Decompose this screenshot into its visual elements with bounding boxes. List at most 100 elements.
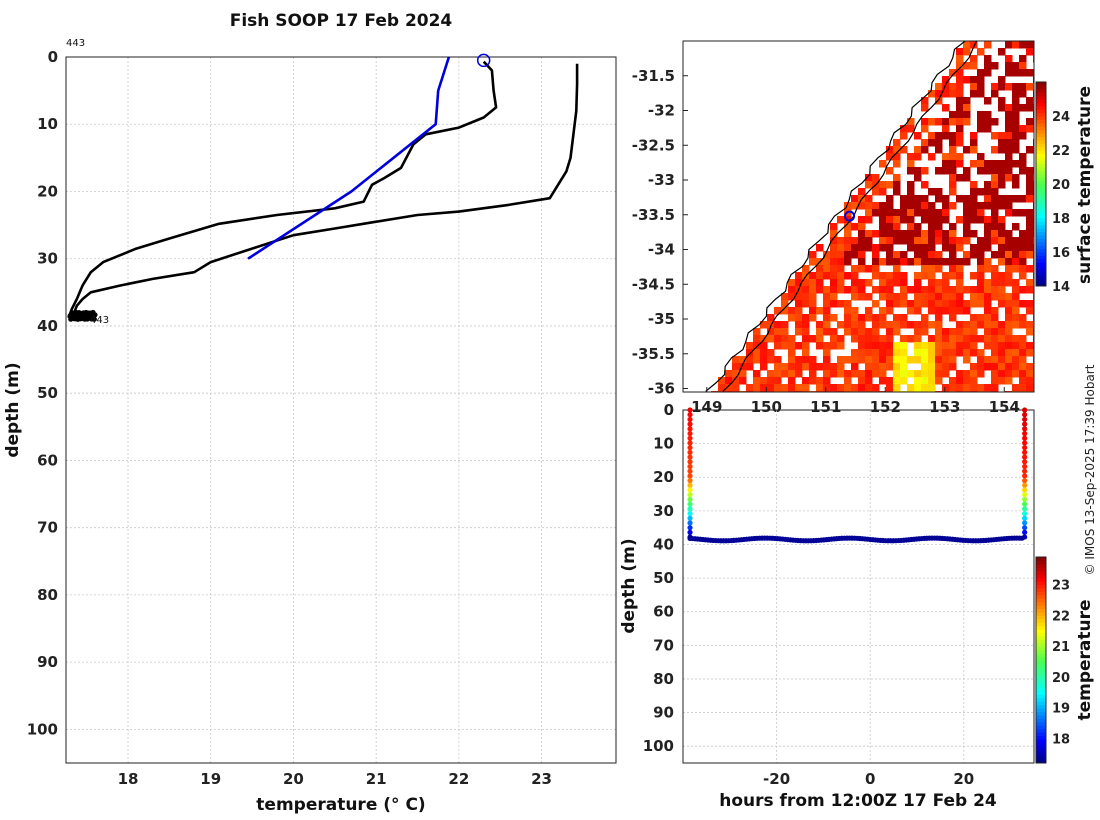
map-sst-cell (1019, 286, 1027, 294)
map-sst-cell (837, 216, 845, 224)
map-sst-cell (851, 321, 859, 329)
map-sst-cell (956, 55, 964, 63)
section-cast-point (1022, 506, 1028, 512)
map-sst-cell (921, 125, 929, 133)
map-sst-cell (928, 258, 936, 266)
map-sst-cell (844, 251, 852, 259)
map-sst-cell (900, 349, 908, 357)
map-colorbar-step (1036, 139, 1046, 144)
map-sst-cell (1026, 265, 1034, 273)
map-sst-cell (1012, 223, 1020, 231)
section-colorbar-step (1036, 666, 1046, 671)
section-colorbar-step (1036, 759, 1046, 764)
map-sst-cell (1005, 230, 1013, 238)
section-cast-point (1022, 416, 1028, 423)
map-xtick-label: 150 (751, 398, 782, 416)
section-cast-point (1022, 412, 1028, 418)
map-sst-cell (886, 279, 894, 287)
map-sst-cell (984, 216, 992, 224)
profile-ytick-label: 30 (37, 250, 58, 268)
map-sst-cell (914, 272, 922, 280)
map-sst-cell (886, 209, 894, 217)
map-sst-cell (928, 307, 936, 315)
map-sst-cell (795, 272, 803, 280)
map-xtick-label: 151 (810, 398, 841, 416)
map-sst-cell (928, 209, 936, 217)
map-sst-cell (984, 293, 992, 301)
map-sst-cell (963, 286, 971, 294)
map-sst-cell (991, 335, 999, 343)
map-sst-cell (1005, 293, 1013, 301)
map-sst-cell (900, 356, 908, 364)
profile-grid (66, 56, 616, 763)
map-sst-cell (851, 363, 859, 371)
map-sst-cell (823, 349, 831, 357)
map-colorbar-step (1036, 190, 1046, 195)
section-cast-point (1022, 421, 1028, 427)
section-colorbar-step (1036, 591, 1046, 596)
map-sst-cell (977, 76, 985, 84)
map-sst-cell (1012, 62, 1020, 70)
section-ytick-label: 80 (653, 670, 674, 688)
map-sst-cell (1012, 342, 1020, 350)
map-sst-cell (872, 230, 880, 238)
profile-start-marker (476, 53, 491, 68)
map-sst-cell (921, 181, 929, 189)
map-sst-cell (998, 272, 1006, 280)
map-sst-cell (1012, 209, 1020, 217)
map-sst-cell (802, 300, 810, 308)
map-sst-cell (1005, 300, 1013, 308)
section-cast-point (1022, 407, 1028, 413)
section-colorbar-step (1036, 749, 1046, 754)
map-sst-cell (886, 293, 894, 301)
map-sst-cell (949, 286, 957, 294)
profile-plot: 18 19 20 21 22 23 0 10 20 30 40 50 60 70 80 90 100 443 4… (3, 38, 617, 815)
map-sst-cell (963, 174, 971, 182)
map-sst-cell (928, 300, 936, 308)
map-sst-cell (949, 202, 957, 210)
map-sst-cell (872, 349, 880, 357)
map-sst-cell (781, 335, 789, 343)
map-sst-cell (809, 251, 817, 259)
map-sst-cell (928, 230, 936, 238)
map-sst-cell (956, 76, 964, 84)
map-sst-cell (795, 293, 803, 301)
map-sst-cell (1026, 223, 1034, 231)
map-sst-cell (956, 90, 964, 98)
map-sst-cell (802, 384, 810, 392)
map-sst-cell (949, 90, 957, 98)
section-ytick-label: 20 (653, 468, 674, 486)
map-sst-cell (1026, 146, 1034, 154)
map-sst-cell (935, 321, 943, 329)
map-sst-cell (928, 356, 936, 364)
map-sst-cell (809, 286, 817, 294)
section-colorbar: 18 19 20 21 22 23 (1035, 556, 1070, 764)
map-sst-cell (977, 300, 985, 308)
map-sst-cell (837, 279, 845, 287)
map-sst-cell (977, 69, 985, 77)
map-sst-cell (977, 293, 985, 301)
map-sst-cell (823, 356, 831, 364)
map-sst-cell (977, 314, 985, 322)
map-sst-cell (1026, 41, 1034, 49)
map-sst-cell (956, 195, 964, 203)
section-cast-point (1022, 478, 1028, 484)
map-colorbar-step (1036, 146, 1046, 151)
section-ytick-label: 40 (653, 535, 674, 553)
map-sst-cell (879, 307, 887, 315)
map-sst-cell (1005, 356, 1013, 364)
map-sst-cell (998, 146, 1006, 154)
map-sst-cell (991, 384, 999, 392)
map-sst-cell (977, 90, 985, 98)
map-sst-cell (865, 279, 873, 287)
section-cast-point (1022, 510, 1028, 517)
map-sst-cell (1005, 363, 1013, 371)
map-sst-cell (998, 258, 1006, 266)
map-sst-cell (886, 202, 894, 210)
map-sst-cell (970, 286, 978, 294)
section-cast-point (687, 482, 693, 488)
map-sst-cell (851, 314, 859, 322)
map-colorbar-step (1036, 82, 1046, 86)
map-sst-cell (1019, 349, 1027, 357)
section-cast-point (1022, 440, 1028, 446)
